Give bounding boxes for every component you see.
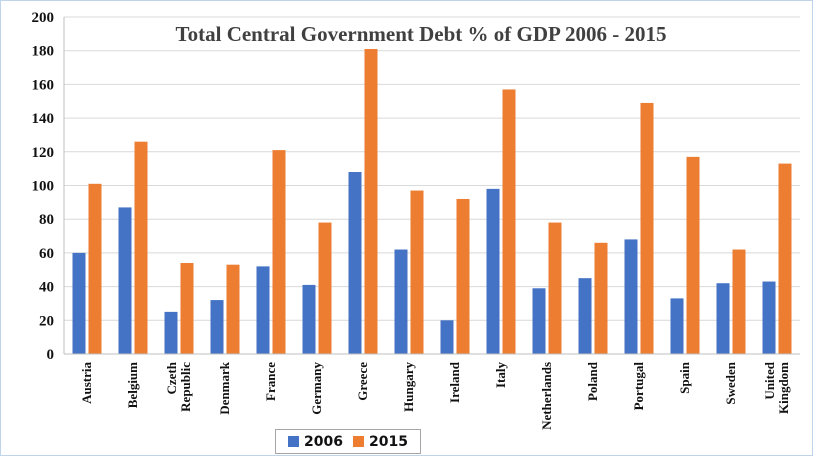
legend-label: 2006 bbox=[304, 433, 343, 450]
category-label: Italy bbox=[493, 362, 508, 389]
bar-2006-czeth-republic bbox=[164, 311, 178, 354]
axes bbox=[63, 17, 800, 355]
bar-2006-netherlands bbox=[532, 288, 546, 354]
y-tick-label: 60 bbox=[39, 246, 54, 262]
legend-swatch bbox=[288, 436, 300, 447]
y-tick-label: 40 bbox=[39, 280, 54, 296]
bar-2015-austria bbox=[88, 183, 102, 354]
bar-2006-spain bbox=[670, 298, 684, 354]
bars bbox=[72, 49, 792, 354]
bar-2006-belgium bbox=[118, 207, 132, 354]
bar-2006-portugal bbox=[624, 239, 638, 354]
bar-2006-hungary bbox=[394, 249, 408, 354]
category-label: Ireland bbox=[447, 361, 462, 403]
category-label: Netherlands bbox=[539, 362, 554, 430]
bar-2006-poland bbox=[578, 278, 592, 354]
category-label: Austria bbox=[79, 362, 94, 404]
bar-2015-belgium bbox=[134, 141, 148, 354]
y-tick-label: 80 bbox=[39, 212, 54, 228]
y-tick-label: 160 bbox=[32, 77, 55, 93]
category-label: Denmark bbox=[217, 361, 232, 414]
category-label: Hungary bbox=[401, 362, 416, 412]
y-tick-label: 0 bbox=[47, 347, 55, 363]
category-label: Kingdom bbox=[776, 362, 791, 414]
bar-2015-hungary bbox=[410, 190, 424, 354]
y-tick-label: 120 bbox=[32, 145, 55, 161]
legend-item-2006: 2006 bbox=[288, 434, 343, 450]
bar-2006-italy bbox=[486, 188, 500, 354]
category-label: Portugal bbox=[631, 362, 646, 411]
category-label: Germany bbox=[309, 362, 324, 415]
bar-2015-germany bbox=[318, 222, 332, 354]
bar-2006-austria bbox=[72, 252, 86, 354]
bar-2015-ireland bbox=[456, 198, 470, 354]
bar-2006-united-kingdom bbox=[762, 281, 776, 354]
bar-2006-sweden bbox=[716, 283, 730, 354]
bar-2006-ireland bbox=[440, 320, 454, 354]
bar-2015-spain bbox=[686, 156, 700, 354]
bar-2015-france bbox=[272, 150, 286, 354]
bar-2015-netherlands bbox=[548, 222, 562, 354]
bar-2015-united-kingdom bbox=[778, 163, 792, 354]
y-tick-labels: 0 20 40 60 80 100 120 140 160 180 200 bbox=[32, 10, 55, 363]
legend: 2006 2015 bbox=[275, 429, 421, 454]
bar-2015-greece bbox=[364, 49, 378, 354]
category-label: United bbox=[762, 361, 777, 399]
category-label: Republic bbox=[178, 362, 193, 412]
y-tick-label: 100 bbox=[32, 179, 55, 195]
category-label: Poland bbox=[585, 361, 600, 401]
legend-label: 2015 bbox=[369, 433, 408, 450]
y-tick-label: 180 bbox=[32, 44, 55, 60]
bar-2006-france bbox=[256, 266, 270, 354]
legend-item-2015: 2015 bbox=[353, 434, 408, 450]
category-label: Czeth bbox=[164, 361, 179, 394]
y-tick-label: 140 bbox=[32, 111, 55, 127]
bar-2015-czeth-republic bbox=[180, 263, 194, 354]
bar-2006-germany bbox=[302, 284, 316, 354]
legend-swatch bbox=[353, 436, 364, 447]
bar-2015-sweden bbox=[732, 249, 746, 354]
bar-2006-denmark bbox=[210, 300, 224, 354]
bar-2015-denmark bbox=[226, 264, 240, 354]
y-tick-label: 200 bbox=[32, 10, 55, 26]
category-label: France bbox=[263, 362, 278, 401]
chart-title: Total Central Government Debt % of GDP 2… bbox=[176, 22, 667, 46]
category-labels: Austria Belgium Czeth Republic Denmark France… bbox=[79, 361, 791, 430]
bar-2006-greece bbox=[348, 172, 362, 354]
category-label: Belgium bbox=[125, 362, 140, 408]
bar-2015-italy bbox=[502, 89, 516, 354]
bar-2015-portugal bbox=[640, 102, 654, 354]
y-tick-label: 20 bbox=[39, 313, 54, 329]
bar-2015-poland bbox=[594, 242, 608, 354]
category-label: Spain bbox=[677, 361, 692, 394]
category-label: Sweden bbox=[723, 361, 738, 404]
category-label: Greece bbox=[355, 362, 370, 401]
